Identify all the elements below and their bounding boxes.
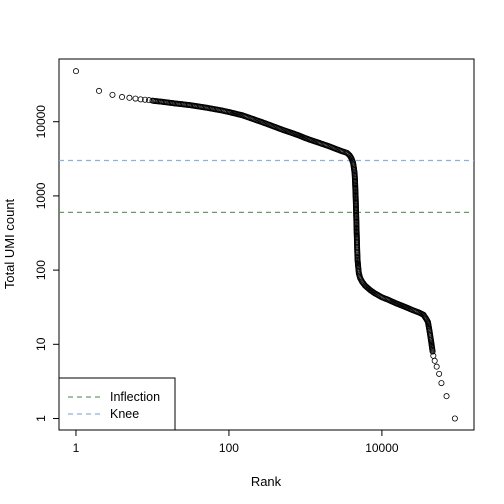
plot-frame (58, 58, 475, 431)
data-point (95, 87, 102, 94)
data-point (145, 97, 152, 104)
data-point (438, 380, 445, 387)
y-axis-label: Total UMI count (2, 198, 17, 289)
data-point (132, 95, 139, 102)
data-point (72, 68, 79, 75)
x-axis-label: Rank (251, 474, 282, 489)
data-point (119, 94, 126, 101)
legend-box (58, 377, 176, 431)
x-axis: 1 100 10000 (73, 430, 399, 455)
x-tick-label: 1 (73, 441, 80, 455)
data-point (436, 370, 443, 377)
y-tick-label: 100 (34, 260, 48, 280)
x-tick-label: 100 (219, 441, 239, 455)
data-point (126, 94, 133, 101)
y-axis: 1 10 100 1000 10000 (34, 105, 59, 422)
data-point (109, 91, 116, 98)
y-tick-label: 10000 (34, 105, 48, 139)
data-point (451, 415, 458, 422)
data-point (433, 363, 440, 370)
data-point (443, 393, 450, 400)
data-point (142, 96, 149, 103)
data-point (137, 96, 144, 103)
y-tick-label: 1 (34, 415, 48, 422)
data-point (431, 357, 438, 364)
x-tick-label: 10000 (365, 441, 399, 455)
legend: Inflection Knee (58, 377, 176, 431)
data-points (72, 68, 458, 422)
data-point (429, 348, 436, 355)
y-tick-label: 1000 (34, 182, 48, 209)
legend-label-inflection: Inflection (110, 390, 160, 404)
legend-label-knee: Knee (110, 407, 139, 421)
y-tick-label: 10 (34, 337, 48, 351)
reference-lines (59, 159, 474, 213)
